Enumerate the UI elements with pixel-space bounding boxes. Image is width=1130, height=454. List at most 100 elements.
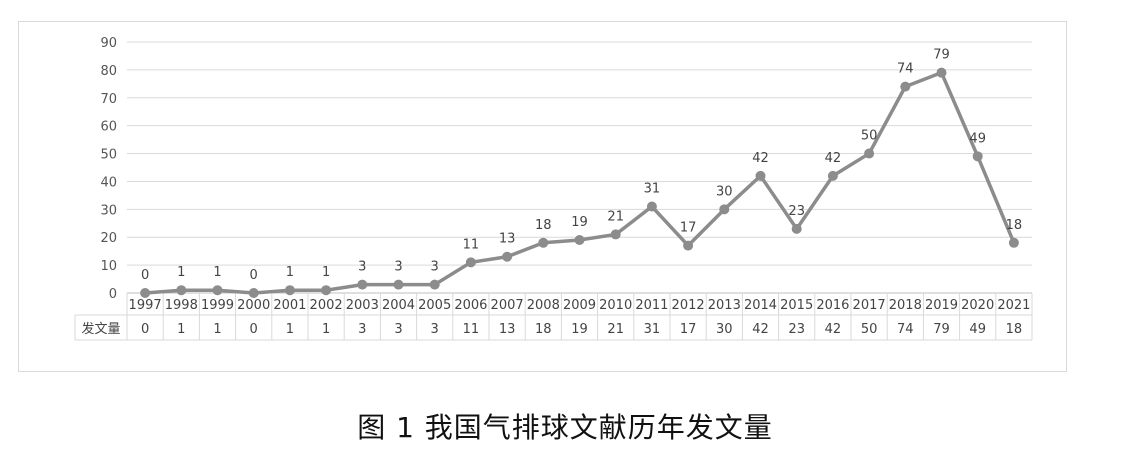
table-value-cell: 3 <box>431 322 439 337</box>
x-tick-label: 1998 <box>165 298 198 313</box>
data-label: 1 <box>322 265 330 280</box>
table-value-cell: 42 <box>752 322 769 337</box>
x-tick-label: 2016 <box>816 298 849 313</box>
data-label: 21 <box>607 209 624 224</box>
data-point <box>321 285 332 296</box>
y-tick-label: 0 <box>109 287 117 302</box>
table-value-cell: 1 <box>213 322 221 337</box>
y-tick-label: 30 <box>100 203 117 218</box>
x-tick-label: 2007 <box>491 298 524 313</box>
data-label: 31 <box>644 182 661 197</box>
data-label: 49 <box>969 131 986 146</box>
data-label: 79 <box>933 48 950 63</box>
table-value-cell: 30 <box>716 322 733 337</box>
table-value-cell: 19 <box>571 322 588 337</box>
table-value-cell: 50 <box>861 322 878 337</box>
y-tick-label: 90 <box>100 36 117 51</box>
table-value-cell: 23 <box>788 322 805 337</box>
data-point <box>646 201 657 212</box>
table-value-cell: 17 <box>680 322 697 337</box>
x-tick-label: 2014 <box>744 298 777 313</box>
table-series-name: 发文量 <box>81 321 120 337</box>
data-point <box>176 285 187 296</box>
data-label: 1 <box>213 265 221 280</box>
x-tick-label: 2003 <box>346 298 379 313</box>
y-tick-label: 20 <box>100 231 117 246</box>
table-value-cell: 0 <box>141 322 149 337</box>
x-tick-label: 2000 <box>237 298 270 313</box>
data-point <box>212 285 223 296</box>
data-label: 3 <box>394 260 402 275</box>
data-point <box>429 279 440 290</box>
x-tick-label: 2017 <box>853 298 886 313</box>
x-tick-label: 2011 <box>635 298 668 313</box>
data-point <box>1008 237 1019 248</box>
table-value-cell: 3 <box>394 322 402 337</box>
data-label: 0 <box>141 268 149 283</box>
data-point <box>610 229 621 240</box>
data-label: 13 <box>499 232 516 247</box>
data-label: 1 <box>177 265 185 280</box>
data-point <box>284 285 295 296</box>
table-value-cell: 31 <box>644 322 661 337</box>
table-value-cell: 49 <box>969 322 986 337</box>
data-label: 18 <box>1006 218 1023 233</box>
x-tick-label: 2004 <box>382 298 415 313</box>
data-label: 3 <box>358 260 366 275</box>
x-tick-label: 2020 <box>961 298 994 313</box>
data-label: 3 <box>431 260 439 275</box>
data-label: 11 <box>463 237 480 252</box>
data-label: 42 <box>825 151 842 166</box>
table-value-cell: 18 <box>1006 322 1023 337</box>
table-value-cell: 1 <box>177 322 185 337</box>
data-label: 1 <box>286 265 294 280</box>
table-value-cell: 11 <box>463 322 480 337</box>
figure-caption: 图 1 我国气排球文献历年发文量 <box>357 411 773 444</box>
data-point <box>972 151 983 162</box>
table-value-cell: 3 <box>358 322 366 337</box>
data-point <box>791 223 802 234</box>
line-chart: 0102030405060708090发文量199701998119991200… <box>74 36 1033 341</box>
data-point <box>827 170 838 181</box>
x-tick-label: 2012 <box>672 298 705 313</box>
table-value-cell: 42 <box>825 322 842 337</box>
x-tick-label: 2013 <box>708 298 741 313</box>
x-tick-label: 2010 <box>599 298 632 313</box>
x-tick-label: 2019 <box>925 298 958 313</box>
data-point <box>683 240 694 251</box>
y-tick-label: 60 <box>100 120 117 135</box>
table-value-cell: 1 <box>322 322 330 337</box>
x-tick-label: 2002 <box>310 298 343 313</box>
table-value-cell: 0 <box>250 322 258 337</box>
data-point <box>393 279 404 290</box>
data-label: 42 <box>752 151 769 166</box>
data-point <box>502 251 513 262</box>
data-label: 74 <box>897 62 914 77</box>
data-label: 18 <box>535 218 552 233</box>
table-value-cell: 18 <box>535 322 552 337</box>
y-tick-label: 40 <box>100 175 117 190</box>
data-point <box>248 288 259 298</box>
data-label: 0 <box>250 268 258 283</box>
x-tick-label: 2009 <box>563 298 596 313</box>
y-tick-label: 70 <box>100 92 117 107</box>
x-tick-label: 2008 <box>527 298 560 313</box>
data-label: 17 <box>680 221 697 236</box>
data-point <box>357 279 368 290</box>
x-tick-label: 2021 <box>997 298 1030 313</box>
data-point <box>936 67 947 78</box>
x-tick-label: 1999 <box>201 298 234 313</box>
data-point <box>864 148 875 159</box>
x-tick-label: 1997 <box>129 298 162 313</box>
chart-frame <box>18 21 1067 372</box>
x-tick-label: 2001 <box>273 298 306 313</box>
data-point <box>574 235 585 246</box>
table-value-cell: 13 <box>499 322 516 337</box>
y-tick-label: 50 <box>100 148 117 163</box>
x-tick-label: 2005 <box>418 298 451 313</box>
table-value-cell: 79 <box>933 322 950 337</box>
data-label: 19 <box>571 215 588 230</box>
data-point <box>755 170 766 181</box>
data-point <box>719 204 730 215</box>
data-point <box>538 237 549 248</box>
